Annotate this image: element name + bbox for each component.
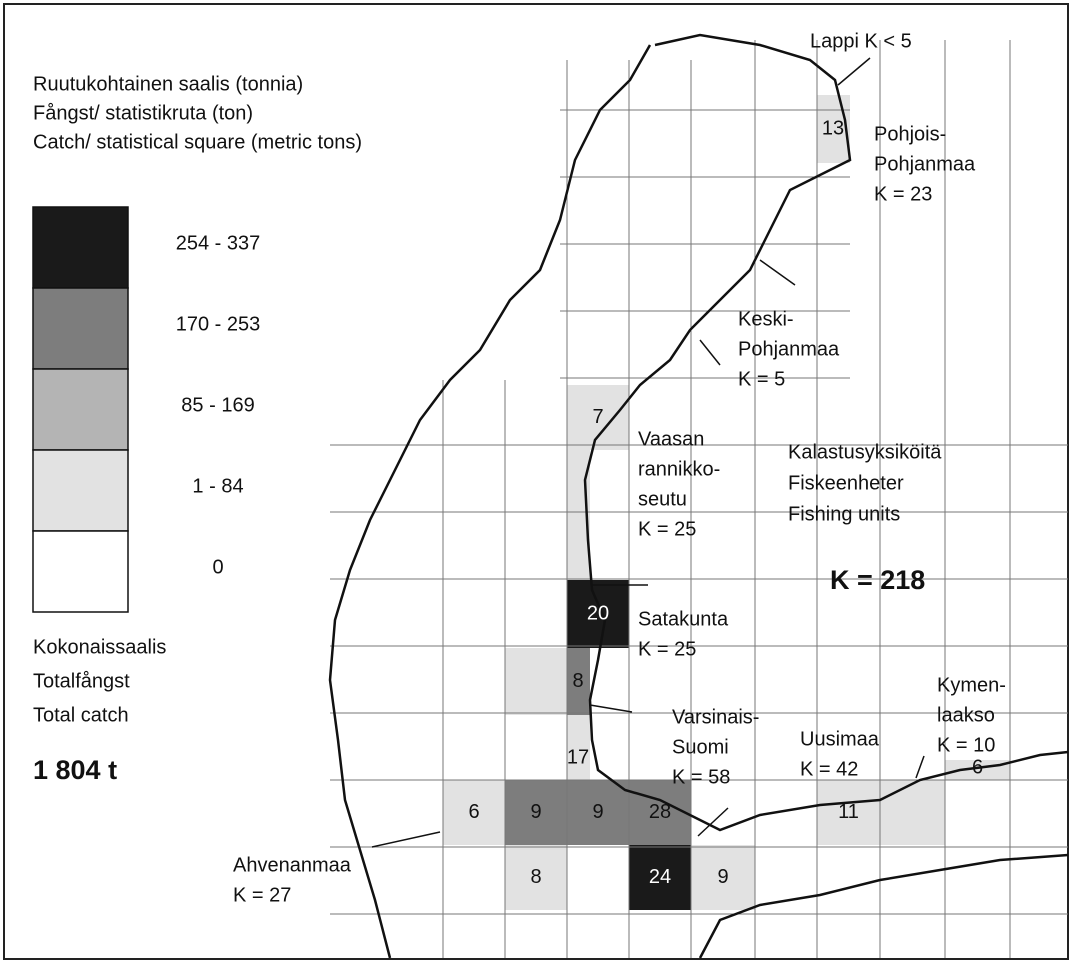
square [567,580,629,648]
square-label: 17 [567,746,589,768]
leader-line [837,57,871,86]
square [567,450,590,515]
square [443,780,505,845]
region-label: Satakunta [638,608,729,630]
region-label: laakso [937,704,995,726]
legend-label: 1 - 84 [192,475,243,497]
region-label: Lappi K < 5 [810,30,912,52]
region-label: Uusimaa [800,728,880,750]
square [817,780,880,845]
legend-title: Catch/ statistical square (metric tons) [33,131,362,153]
leader-line [915,755,925,779]
region-label: Keski- [738,308,794,330]
legend-label: 254 - 337 [176,232,261,254]
legend-title: Ruutukohtainen saalis (tonnia) [33,73,303,95]
grid [330,40,1068,958]
square-label: 13 [822,117,844,139]
region-label: Kymen- [937,674,1006,696]
region-label: Pohjois- [874,123,946,145]
square [505,845,567,910]
leader-line [699,339,721,366]
square-label: 28 [649,801,671,823]
region-label: K = 5 [738,368,785,390]
region-label: K = 25 [638,638,696,660]
region-label: Varsinais- [672,706,759,728]
square-label: 11 [838,801,859,823]
total-title: Totalfångst [33,670,130,692]
legend-swatch [32,449,129,532]
legend-swatch [32,287,129,370]
square [567,648,590,715]
square [629,780,691,845]
region-label: Suomi [672,736,729,758]
square [629,845,691,910]
region-label: K = 10 [937,734,995,756]
square [817,95,850,163]
region-label: K = 25 [638,518,696,540]
square [505,780,567,845]
legend-swatch [32,368,129,451]
square [880,780,945,845]
legend-swatch [32,530,129,613]
legend-label: 170 - 253 [176,313,261,335]
region-label: rannikko- [638,458,720,480]
west-coast [328,44,652,959]
square-label: 8 [572,670,583,692]
square-label: 24 [649,866,671,888]
region-label: K = 58 [672,766,730,788]
square-label: 8 [530,866,541,888]
units-value: K = 218 [830,565,925,595]
leader-line [589,704,633,713]
total-title: Total catch [33,704,129,726]
square [567,385,629,450]
square-label: 7 [592,406,603,428]
region-label: Ahvenanmaa [233,854,352,876]
region-label: seutu [638,488,687,510]
region-label: Pohjanmaa [738,338,840,360]
square-label: 6 [972,756,983,778]
square [567,715,590,780]
square [567,780,629,845]
leader-line [371,831,441,848]
legend-label: 0 [212,556,223,578]
total-value: 1 804 t [33,755,117,785]
units-title: Fiskeenheter [788,472,904,494]
square-label: 9 [592,801,603,823]
units-title: Fishing units [788,503,900,525]
legend-swatch [32,206,129,289]
south-coast [698,853,1069,959]
region-label: Vaasan [638,428,704,450]
region-label: Pohjanmaa [874,153,976,175]
legend-title: Fångst/ statistikruta (ton) [33,102,253,124]
units-title: Kalastusyksiköitä [788,441,942,463]
square-label: 6 [468,801,479,823]
square-label: 9 [717,866,728,888]
square [691,845,755,910]
legend-label: 85 - 169 [181,394,254,416]
region-label: K = 27 [233,884,291,906]
region-label: K = 42 [800,758,858,780]
square-label: 9 [530,801,541,823]
leader-line [697,807,729,837]
square [505,648,567,715]
region-label: K = 23 [874,183,932,205]
leader-line [759,259,796,286]
east-coast [583,33,1069,832]
square-label: 20 [587,602,609,624]
total-title: Kokonaissaalis [33,636,166,658]
square [567,515,590,580]
